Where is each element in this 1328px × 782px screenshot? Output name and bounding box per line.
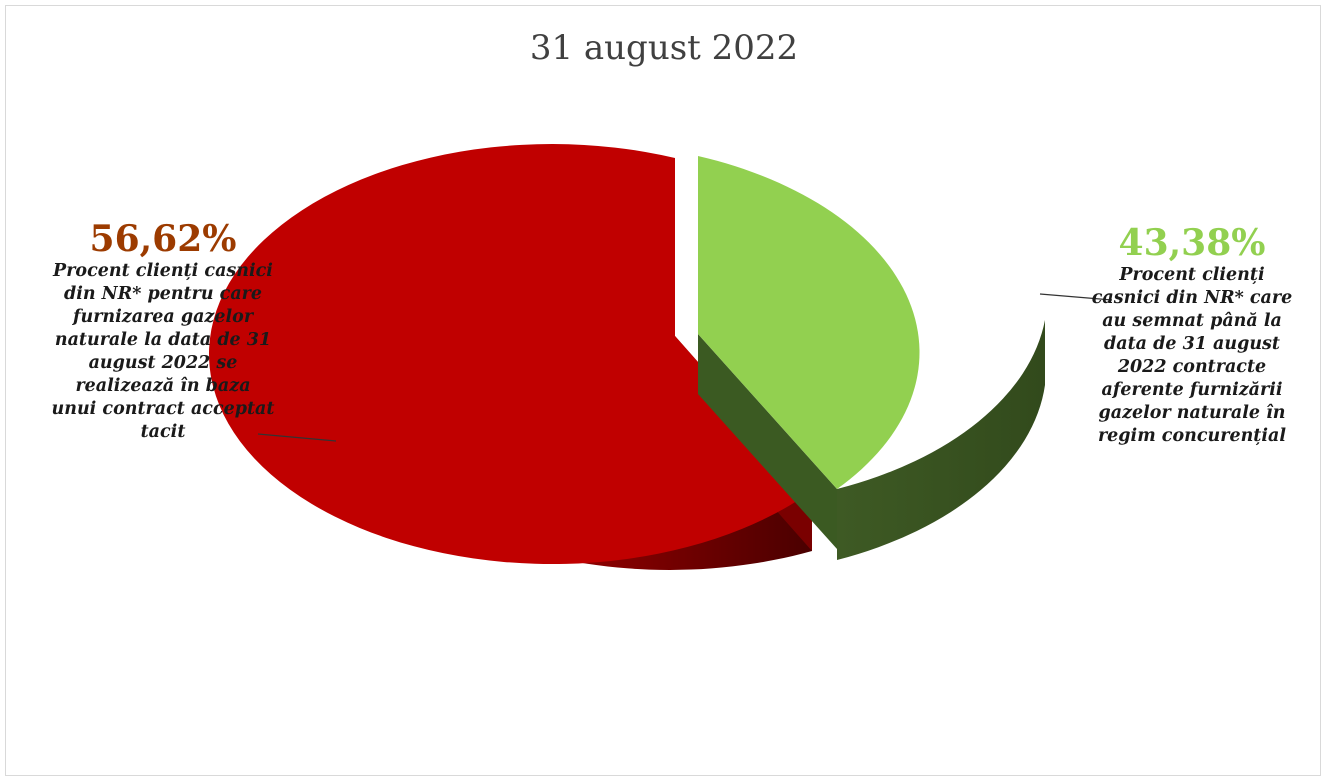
desc-line: unui contract acceptat <box>51 399 275 419</box>
desc-line: furnizarea gazelor <box>72 307 254 327</box>
data-label-left: 56,62% Procent clienți casnici din NR* p… <box>28 218 298 444</box>
desc-line: Procent clienți casnici <box>53 261 273 281</box>
desc-line: casnici din NR* care <box>1091 288 1293 308</box>
data-label-value-left: 56,62% <box>89 218 237 260</box>
desc-line: tacit <box>140 422 186 442</box>
leader-line-left <box>257 433 337 442</box>
desc-line: au semnat până la <box>1102 311 1282 331</box>
desc-line: 2022 contracte <box>1117 357 1267 377</box>
slice-red <box>208 144 812 565</box>
desc-line: Procent clienți <box>1119 265 1265 285</box>
data-label-desc-right: Procent clienți casnici din NR* care au … <box>1062 264 1322 448</box>
desc-line: naturale la data de 31 <box>54 330 272 350</box>
chart-title: 31 august 2022 <box>529 28 799 68</box>
desc-line: realizează în baza <box>75 376 251 396</box>
slice-green-side-cut <box>698 334 837 549</box>
slice-green <box>698 156 920 489</box>
desc-line: din NR* pentru care <box>63 284 263 304</box>
desc-line: regim concurențial <box>1097 426 1287 446</box>
leader-line-right <box>1039 293 1113 301</box>
desc-line: august 2022 se <box>88 353 238 373</box>
data-label-desc-left: Procent clienți casnici din NR* pentru c… <box>28 260 298 444</box>
desc-line: data de 31 august <box>1104 334 1280 354</box>
data-label-value-right: 43,38% <box>1118 222 1266 264</box>
desc-line: gazelor naturale în <box>1098 403 1286 423</box>
desc-line: aferente furnizării <box>1101 380 1283 400</box>
slice-green-side-outer <box>837 320 1045 560</box>
data-label-right: 43,38% Procent clienți casnici din NR* c… <box>1062 222 1322 448</box>
